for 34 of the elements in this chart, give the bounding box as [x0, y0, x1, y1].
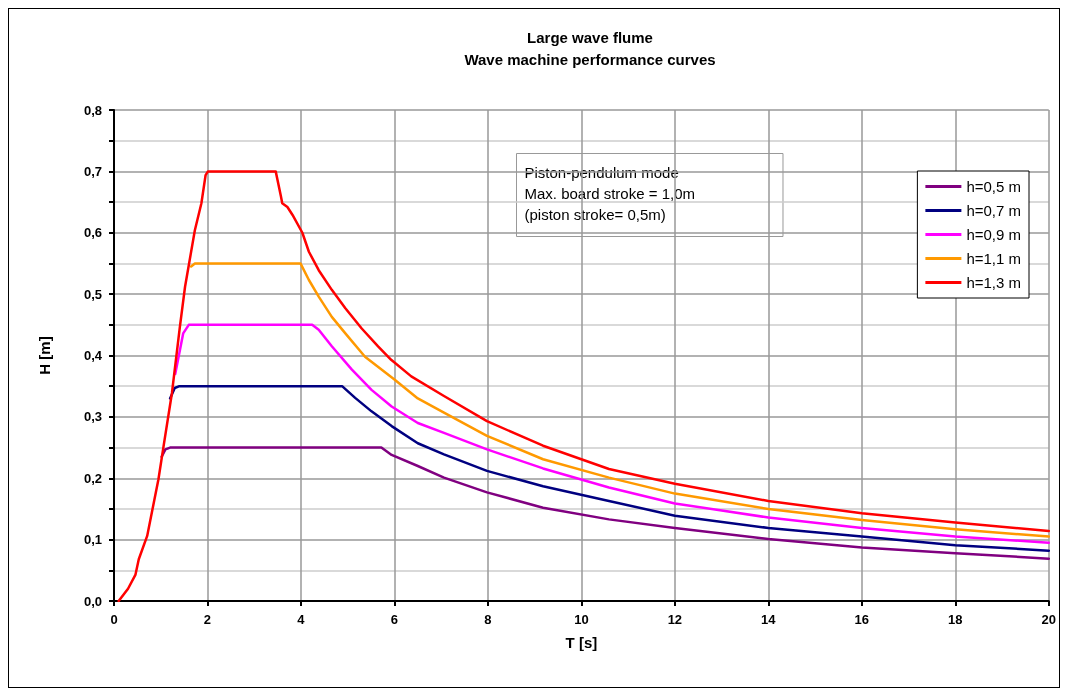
- x-tick-label: 6: [390, 612, 399, 627]
- y-tick-label: 0,8: [83, 102, 102, 118]
- legend-label: h=1,3 m: [966, 274, 1022, 291]
- annotation: Piston-pendulum mode: [524, 163, 679, 181]
- annotation: (piston stroke= 0,5m): [524, 205, 666, 223]
- y-axis-title: H [m]: [36, 336, 53, 375]
- y-tick-label: 0,3: [83, 409, 102, 425]
- line-series: [173, 323, 1051, 544]
- x-tick-label: 10: [574, 612, 589, 627]
- x-tick-label: 20: [1041, 612, 1056, 627]
- x-tick-label: 8: [484, 612, 492, 627]
- legend-label: h=0,5 m: [966, 178, 1022, 195]
- legend-label: h=0,7 m: [966, 202, 1022, 219]
- chart-title: Large wave flume Wave machine performance curves: [464, 28, 716, 68]
- legend-label: h=0,9 m: [966, 226, 1022, 243]
- line-series: [160, 446, 1051, 560]
- line-series: [168, 384, 1051, 552]
- x-tick-label: 2: [203, 612, 212, 627]
- x-tick-label: 4: [297, 612, 306, 627]
- x-tick-label: 12: [667, 612, 683, 627]
- y-tick-label: 0,1: [83, 532, 102, 548]
- x-tick-label: 14: [761, 612, 777, 627]
- y-tick-label: 0,6: [83, 225, 102, 241]
- legend-label: h=1,1 m: [966, 250, 1022, 267]
- x-tick-label: 0: [110, 612, 118, 627]
- x-tick-label: 16: [854, 612, 870, 627]
- y-tick-label: 0,7: [83, 163, 102, 179]
- y-tick-label: 0,0: [83, 593, 102, 609]
- x-axis-title: T [s]: [565, 634, 598, 651]
- annotation: Max. board stroke = 1,0m: [524, 184, 695, 202]
- y-tick-label: 0,5: [83, 286, 102, 302]
- x-tick-label: 18: [948, 612, 963, 627]
- y-tick-label: 0,4: [83, 348, 103, 363]
- y-tick-label: 0,2: [83, 470, 102, 486]
